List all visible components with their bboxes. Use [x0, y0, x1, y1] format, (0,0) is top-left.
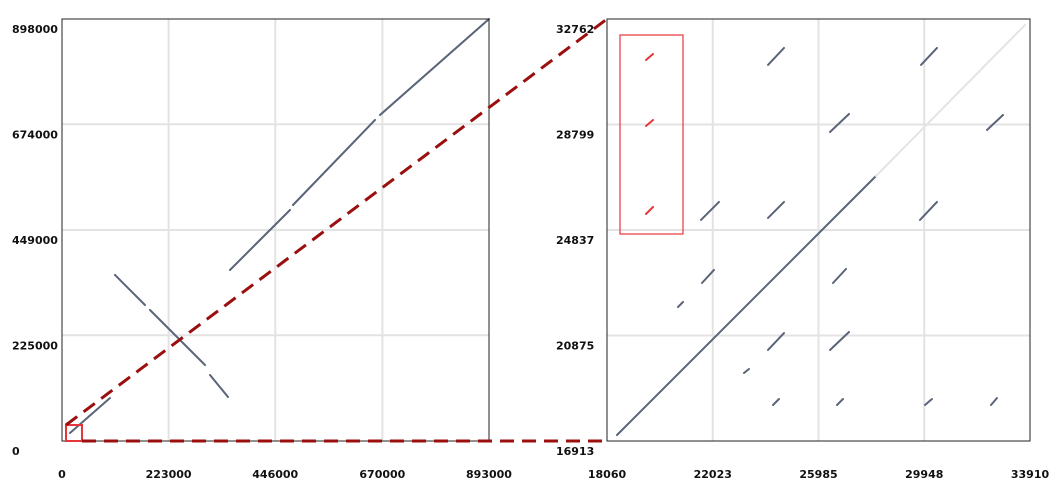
- alignment-segment: [835, 398, 844, 407]
- alignment-segment: [767, 332, 786, 351]
- zoom-connector: [65, 17, 608, 427]
- x-tick-label: 33910: [1011, 468, 1050, 481]
- plots: 0 223000 446000 670000 893000 0 225000 449000 67…: [12, 18, 1050, 481]
- alignment-segment: [148, 308, 207, 367]
- alignment-segment: [989, 396, 998, 407]
- x-tick-label: 893000: [466, 468, 512, 481]
- alignment-segment: [208, 373, 230, 399]
- alignment-segment: [228, 208, 291, 271]
- x-tick-label: 446000: [252, 468, 298, 481]
- alignment-segment: [676, 300, 685, 308]
- y-tick-label: 0: [12, 445, 20, 458]
- y-tick-label: 898000: [12, 23, 58, 36]
- alignment-segment: [644, 205, 655, 215]
- alignment-segment: [616, 174, 877, 437]
- alignment-segment: [644, 52, 655, 61]
- highlight-box: [619, 34, 684, 235]
- y-tick-label: 32762: [556, 23, 594, 36]
- alignment-segment: [767, 46, 786, 66]
- x-tick-label: 18060: [588, 468, 627, 481]
- plot-frame: [606, 18, 1031, 442]
- y-tick-label: 225000: [12, 339, 58, 352]
- x-tick-label: 22023: [694, 468, 732, 481]
- plot-frame: [61, 18, 490, 442]
- alignment-segment: [113, 273, 147, 307]
- x-tick-label: 29948: [905, 468, 943, 481]
- alignment-segment: [644, 118, 655, 127]
- alignment-segment: [986, 113, 1004, 131]
- x-tick-label: 223000: [146, 468, 192, 481]
- y-tick-label: 24837: [556, 234, 594, 247]
- x-tick-label: 25985: [799, 468, 837, 481]
- y-tick-label: 449000: [12, 234, 58, 247]
- y-tick-label: 16913: [556, 445, 594, 458]
- alignment-segment: [829, 112, 851, 133]
- alignment-segment: [701, 268, 715, 284]
- alignment-segment: [771, 398, 781, 407]
- y-tick-label: 20875: [556, 340, 594, 353]
- alignment-segment: [378, 18, 490, 117]
- alignment-segment: [68, 397, 112, 435]
- x-tick-label: 670000: [359, 468, 405, 481]
- alignment-segment: [831, 267, 847, 284]
- zoom-region: [65, 424, 83, 442]
- alignment-segment: [920, 46, 938, 66]
- alignment-segment: [829, 330, 851, 351]
- alignment-segment: [874, 23, 1027, 177]
- x-tick-label: 0: [58, 468, 66, 481]
- alignment-segment: [923, 398, 933, 407]
- alignment-segment: [918, 200, 938, 221]
- alignment-segment: [699, 200, 720, 221]
- alignment-segment: [292, 118, 377, 206]
- alignment-segment: [742, 368, 751, 374]
- y-tick-label: 674000: [12, 128, 58, 141]
- alignment-segment: [767, 200, 786, 219]
- y-tick-label: 28799: [556, 129, 594, 142]
